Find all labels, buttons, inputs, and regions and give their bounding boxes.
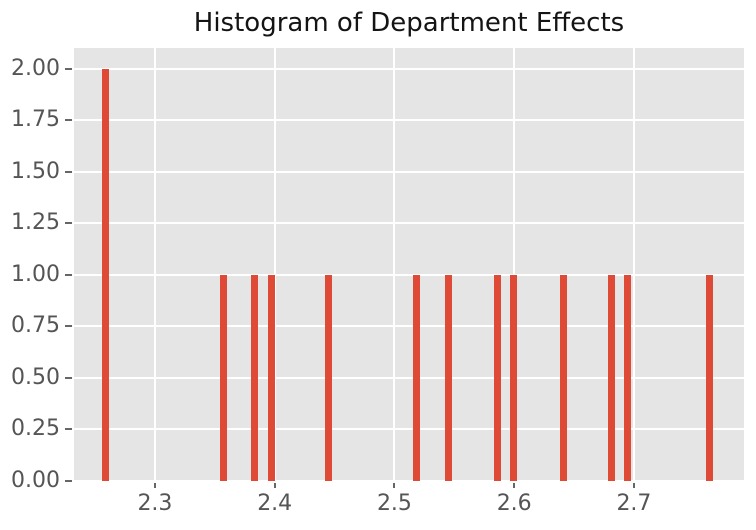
y-tick-mark (65, 119, 72, 122)
y-tick-label: 2.00 (11, 55, 60, 81)
y-gridline (74, 480, 744, 481)
y-tick-label: 0.25 (11, 416, 60, 442)
x-gridline (393, 48, 396, 481)
y-gridline (74, 170, 744, 173)
histogram-bar (413, 275, 420, 481)
x-gridline (153, 48, 156, 481)
y-tick-mark (65, 67, 72, 70)
x-tick-label: 2.3 (137, 491, 173, 516)
y-tick-label: 0.50 (11, 364, 60, 390)
y-tick-mark (65, 222, 72, 225)
y-tick-mark (65, 428, 72, 431)
y-tick-label: 0.00 (11, 468, 60, 493)
y-tick-label: 0.75 (11, 313, 60, 339)
x-tick-mark (632, 483, 635, 488)
y-tick-mark (65, 170, 72, 173)
y-gridline (74, 273, 744, 276)
x-tick-mark (153, 483, 156, 488)
x-tick-mark (273, 483, 276, 488)
y-tick-mark (65, 325, 72, 328)
y-tick-label: 1.75 (11, 107, 60, 133)
y-tick-mark (65, 273, 72, 276)
histogram-bar (624, 275, 631, 481)
y-gridline (74, 376, 744, 379)
y-gridline (74, 67, 744, 70)
y-gridline (74, 325, 744, 328)
x-tick-mark (513, 483, 516, 488)
x-tick-label: 2.5 (376, 491, 412, 516)
histogram-bar (445, 275, 452, 481)
histogram-bar (251, 275, 258, 481)
y-gridline (74, 428, 744, 431)
x-gridline (632, 48, 635, 481)
y-tick-mark (65, 376, 72, 379)
x-tick-label: 2.7 (616, 491, 652, 516)
histogram-bar (494, 275, 501, 481)
y-tick-mark (65, 480, 72, 482)
y-gridline (74, 119, 744, 122)
histogram-bar (102, 69, 109, 481)
x-gridline (513, 48, 516, 481)
y-tick-label: 1.00 (11, 261, 60, 287)
chart-title: Histogram of Department Effects (193, 8, 625, 38)
histogram-bar (560, 275, 567, 481)
histogram-bar (325, 275, 332, 481)
histogram-bar (268, 275, 275, 481)
histogram-bar (220, 275, 227, 481)
y-gridline (74, 222, 744, 225)
x-tick-label: 2.6 (496, 491, 532, 516)
y-tick-label: 1.50 (11, 158, 60, 184)
histogram-bar (510, 275, 517, 481)
x-gridline (273, 48, 276, 481)
x-tick-mark (393, 483, 396, 488)
x-tick-label: 2.4 (257, 491, 293, 516)
histogram-bar (706, 275, 713, 481)
y-tick-label: 1.25 (11, 210, 60, 236)
histogram-bar (608, 275, 615, 481)
plot-area (74, 48, 744, 481)
